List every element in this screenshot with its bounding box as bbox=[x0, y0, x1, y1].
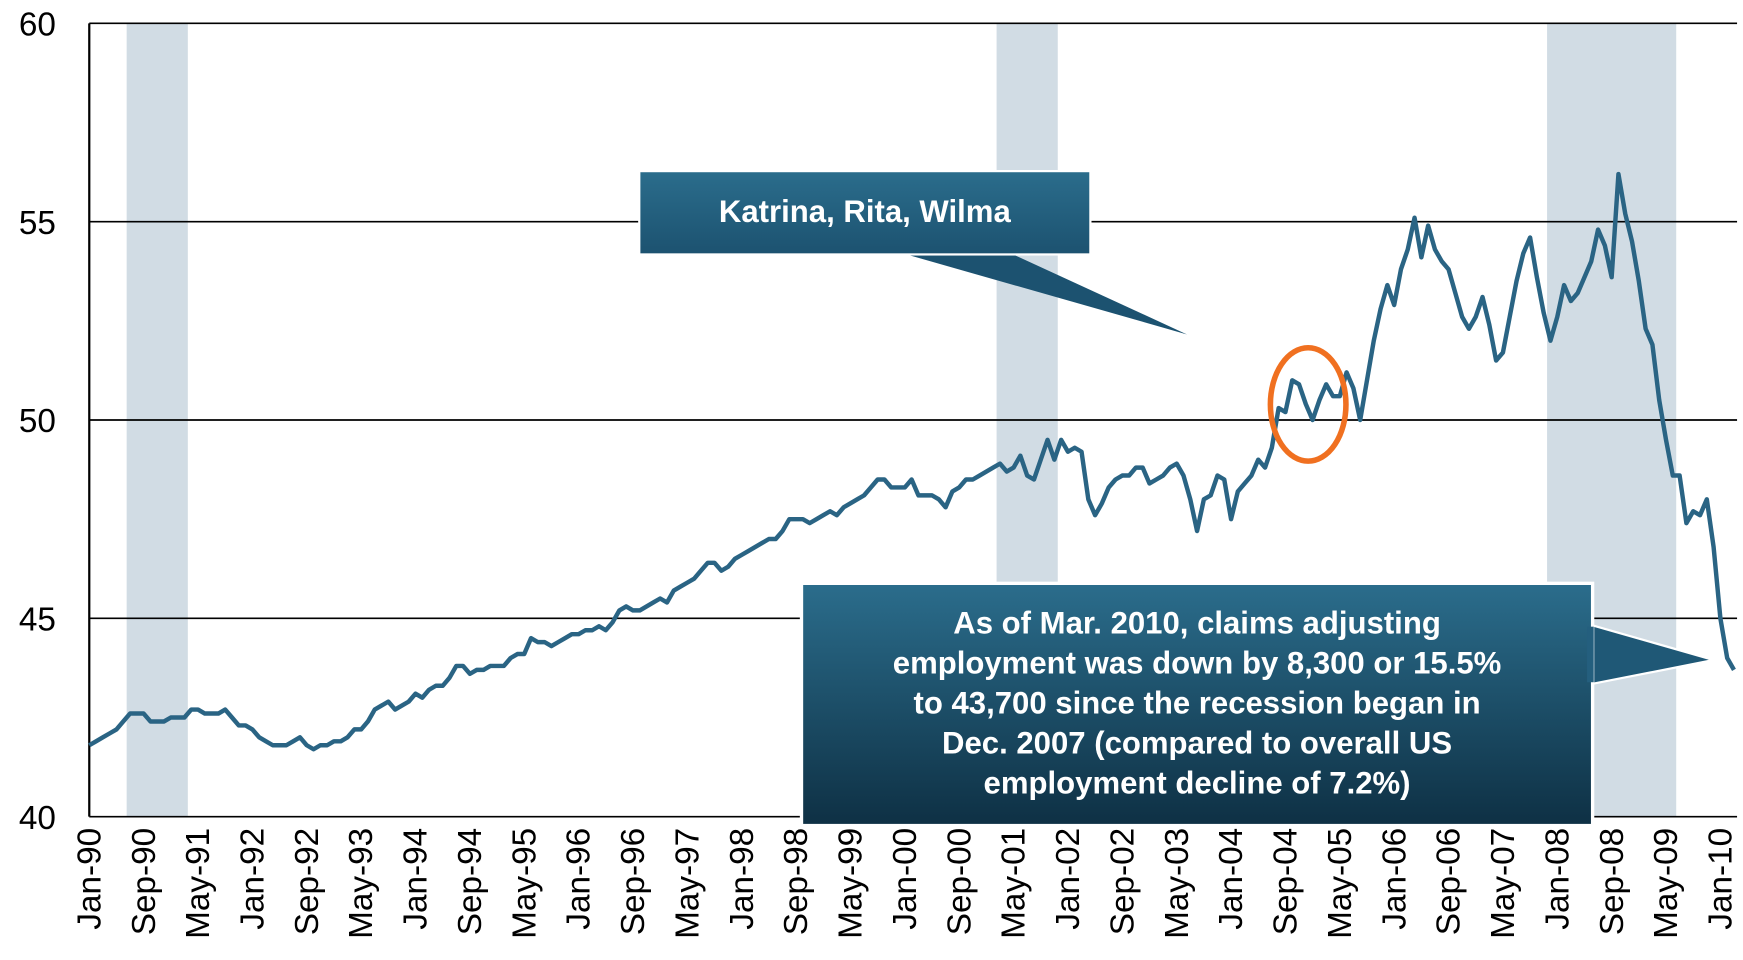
x-tick-label: May-07 bbox=[1485, 828, 1522, 939]
callout-text: employment was down by 8,300 or 15.5% bbox=[893, 645, 1502, 680]
callout-hurricanes: Katrina, Rita, Wilma bbox=[638, 170, 1188, 335]
x-tick-label: Jan-98 bbox=[724, 828, 761, 930]
x-tick-label: Jan-02 bbox=[1050, 828, 1087, 930]
callout-summary: As of Mar. 2010, claims adjusting employ… bbox=[799, 581, 1715, 828]
x-tick-label: Jan-04 bbox=[1213, 828, 1250, 930]
x-tick-label: Jan-06 bbox=[1376, 828, 1413, 930]
callout-joint bbox=[1587, 626, 1594, 683]
y-tick-label: 50 bbox=[19, 403, 56, 440]
y-tick-label: 55 bbox=[19, 205, 56, 242]
x-tick-label: Jan-10 bbox=[1703, 828, 1740, 930]
x-tick-label: Sep-00 bbox=[941, 828, 978, 935]
x-tick-label: Sep-98 bbox=[778, 828, 815, 935]
y-tick-label: 45 bbox=[19, 602, 56, 639]
x-tick-label: May-93 bbox=[343, 828, 380, 939]
highlight-circle bbox=[1267, 345, 1349, 464]
x-tick-label: Sep-02 bbox=[1104, 828, 1141, 935]
x-tick-label: Sep-90 bbox=[126, 828, 163, 935]
y-tick-label: 60 bbox=[19, 7, 56, 44]
x-tick-label: Jan-90 bbox=[71, 828, 108, 930]
x-tick-label: Jan-92 bbox=[235, 828, 272, 930]
callout-box bbox=[638, 170, 1092, 256]
x-tick-label: May-01 bbox=[996, 828, 1033, 939]
x-tick-label: Sep-08 bbox=[1594, 828, 1631, 935]
x-tick-label: May-09 bbox=[1648, 828, 1685, 939]
x-tick-label: May-05 bbox=[1322, 828, 1359, 939]
callout-text: Katrina, Rita, Wilma bbox=[719, 194, 1012, 229]
x-tick-label: Sep-96 bbox=[615, 828, 652, 935]
x-tick-label: May-91 bbox=[180, 828, 217, 939]
x-tick-label: Sep-06 bbox=[1431, 828, 1468, 935]
callout-text: Dec. 2007 (compared to overall US bbox=[942, 725, 1452, 760]
x-tick-label: May-99 bbox=[833, 828, 870, 939]
x-tick-label: Sep-94 bbox=[452, 828, 489, 935]
callout-text: As of Mar. 2010, claims adjusting bbox=[953, 605, 1441, 640]
callout-text: to 43,700 since the recession began in bbox=[914, 685, 1481, 720]
data-line bbox=[88, 171, 1736, 752]
x-tick-label: May-03 bbox=[1159, 828, 1196, 939]
x-tick-label: Jan-94 bbox=[398, 828, 435, 930]
callout-text: employment decline of 7.2%) bbox=[984, 765, 1411, 800]
callout-box bbox=[799, 581, 1595, 828]
x-tick-label: May-95 bbox=[506, 828, 543, 939]
y-tick-label: 40 bbox=[19, 800, 56, 837]
x-tick-label: Sep-92 bbox=[289, 828, 326, 935]
x-tick-label: Sep-04 bbox=[1268, 828, 1305, 935]
x-tick-label: May-97 bbox=[669, 828, 706, 939]
x-tick-label: Jan-00 bbox=[887, 828, 924, 930]
x-tick-label: Jan-96 bbox=[561, 828, 598, 930]
x-tick-label: Jan-08 bbox=[1539, 828, 1576, 930]
